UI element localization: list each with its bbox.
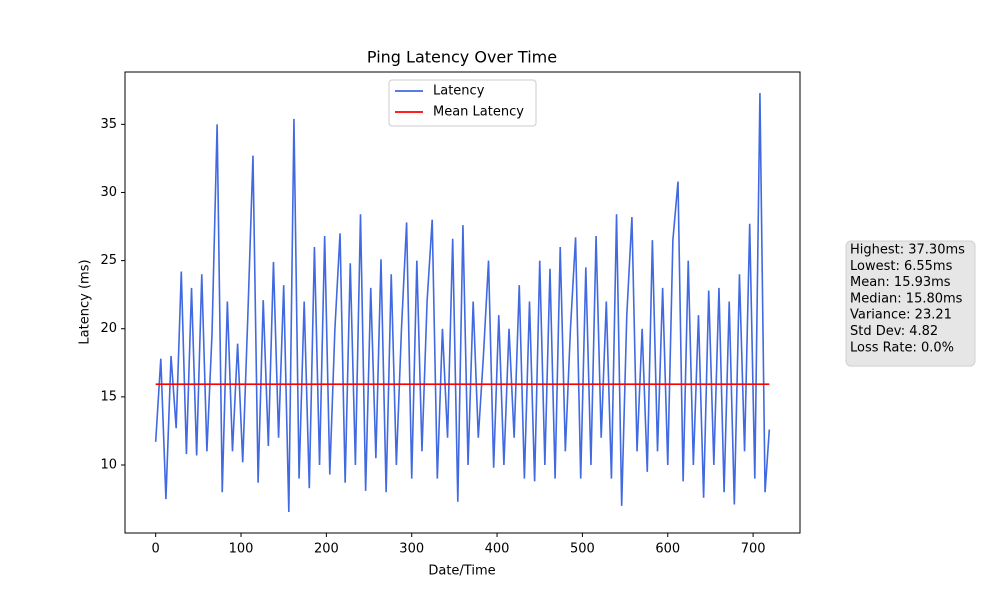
x-tick-label: 500 bbox=[570, 542, 595, 557]
plot-area bbox=[124, 71, 801, 534]
series-line bbox=[154, 92, 771, 513]
stats-line: Variance: 23.21 bbox=[850, 308, 952, 323]
stats-line: Loss Rate: 0.0% bbox=[850, 340, 954, 355]
x-tick-label: 600 bbox=[655, 542, 680, 557]
y-tick-label: 35 bbox=[100, 117, 117, 132]
stats-box bbox=[845, 240, 976, 367]
legend-box bbox=[388, 79, 537, 127]
x-tick-label: 100 bbox=[229, 542, 254, 557]
x-tick-label: 200 bbox=[314, 542, 339, 557]
y-tick-label: 30 bbox=[100, 185, 117, 200]
stats-line: Lowest: 6.55ms bbox=[850, 259, 953, 274]
stats-line: Std Dev: 4.82 bbox=[850, 324, 938, 339]
stats-line: Mean: 15.93ms bbox=[850, 275, 951, 290]
x-tick-label: 400 bbox=[485, 542, 510, 557]
y-axis-label: Latency (ms) bbox=[78, 259, 93, 344]
stats-line: Highest: 37.30ms bbox=[850, 243, 965, 258]
y-tick-label: 15 bbox=[100, 389, 117, 404]
chart-title: Ping Latency Over Time bbox=[367, 48, 557, 67]
legend-label: Mean Latency bbox=[433, 105, 524, 120]
y-tick-label: 20 bbox=[100, 321, 117, 336]
y-tick-label: 25 bbox=[100, 253, 117, 268]
x-tick-label: 0 bbox=[152, 542, 160, 557]
stats-line: Median: 15.80ms bbox=[850, 291, 963, 306]
y-tick-label: 10 bbox=[100, 458, 117, 473]
x-axis-label: Date/Time bbox=[428, 564, 495, 579]
legend-label: Latency bbox=[433, 84, 485, 99]
x-tick-label: 300 bbox=[399, 542, 424, 557]
x-tick-label: 700 bbox=[741, 542, 766, 557]
